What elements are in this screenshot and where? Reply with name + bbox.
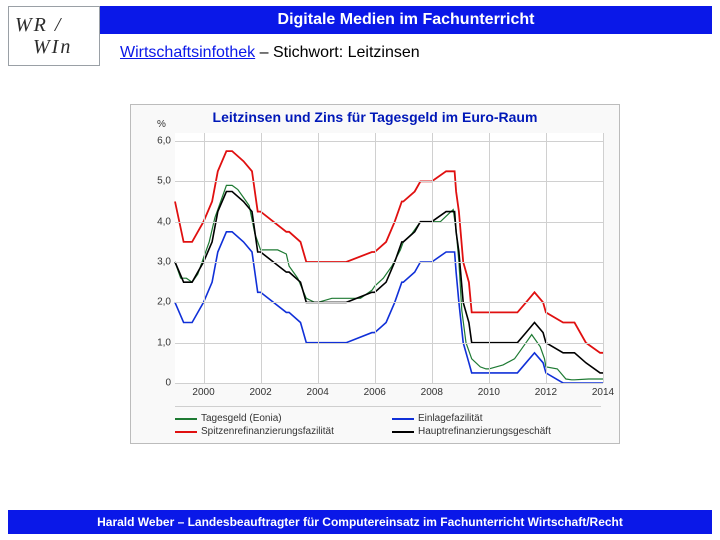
y-axis-unit: % [157, 119, 166, 130]
legend-label: Spitzenrefinanzierungsfazilität [201, 426, 334, 437]
grid-line-h [175, 383, 603, 384]
x-tick-label: 2010 [478, 387, 500, 398]
grid-line-v [546, 133, 547, 383]
legend-label: Tagesgeld (Eonia) [201, 413, 282, 424]
grid-line-v [318, 133, 319, 383]
grid-line-v [489, 133, 490, 383]
header-bar: Digitale Medien im Fachunterricht [100, 6, 712, 34]
y-tick-label: 6,0 [157, 136, 171, 147]
chart-svg [175, 133, 603, 383]
legend-item: Spitzenrefinanzierungsfazilität [175, 426, 384, 437]
y-tick-label: 3,0 [157, 257, 171, 268]
chart-plot-area: % 01,02,03,04,05,06,02000200220042006200… [175, 133, 603, 383]
x-tick-label: 2000 [192, 387, 214, 398]
series-line [175, 232, 603, 383]
x-tick-label: 2006 [364, 387, 386, 398]
grid-line-h [175, 141, 603, 142]
x-tick-label: 2002 [249, 387, 271, 398]
legend-swatch [175, 418, 197, 420]
chart-title: Leitzinsen und Zins für Tagesgeld im Eur… [131, 109, 619, 125]
grid-line-v [261, 133, 262, 383]
legend-item: Hauptrefinanzierungsgeschäft [392, 426, 601, 437]
x-tick-label: 2014 [592, 387, 614, 398]
grid-line-h [175, 343, 603, 344]
subhead-rest: – Stichwort: Leitzinsen [255, 44, 420, 61]
y-tick-label: 2,0 [157, 297, 171, 308]
course-logo: WR / WIn [8, 6, 100, 66]
x-tick-label: 2012 [535, 387, 557, 398]
header-title: Digitale Medien im Fachunterricht [278, 11, 535, 29]
y-tick-label: 4,0 [157, 216, 171, 227]
footer-bar: Harald Weber – Landesbeauftragter für Co… [8, 510, 712, 534]
legend-label: Hauptrefinanzierungsgeschäft [418, 426, 551, 437]
grid-line-h [175, 262, 603, 263]
legend-item: Einlagefazilität [392, 413, 601, 424]
y-tick-label: 5,0 [157, 176, 171, 187]
footer-text: Harald Weber – Landesbeauftragter für Co… [97, 515, 623, 529]
wirtschaftsinfothek-link[interactable]: Wirtschaftsinfothek [120, 44, 255, 61]
grid-line-h [175, 222, 603, 223]
x-tick-label: 2004 [307, 387, 329, 398]
logo-line2: WIn [15, 36, 72, 58]
legend-label: Einlagefazilität [418, 413, 482, 424]
x-tick-label: 2008 [421, 387, 443, 398]
grid-line-v [204, 133, 205, 383]
legend-swatch [392, 418, 414, 420]
chart-container: Leitzinsen und Zins für Tagesgeld im Eur… [130, 104, 620, 444]
slide-root: WR / WIn Digitale Medien im Fachunterric… [0, 0, 720, 540]
y-tick-label: 1,0 [157, 337, 171, 348]
chart-legend: Tagesgeld (Eonia) Einlagefazilität Spitzen… [175, 406, 601, 437]
legend-swatch [392, 431, 414, 433]
legend-item: Tagesgeld (Eonia) [175, 413, 384, 424]
grid-line-v [375, 133, 376, 383]
subhead: Wirtschaftsinfothek – Stichwort: Leitzin… [120, 44, 712, 62]
y-tick-label: 0 [165, 378, 171, 389]
legend-swatch [175, 431, 197, 433]
grid-line-v [603, 133, 604, 383]
grid-line-h [175, 181, 603, 182]
grid-line-h [175, 302, 603, 303]
grid-line-v [432, 133, 433, 383]
series-line [175, 185, 603, 379]
logo-line1: WR / [15, 14, 62, 36]
